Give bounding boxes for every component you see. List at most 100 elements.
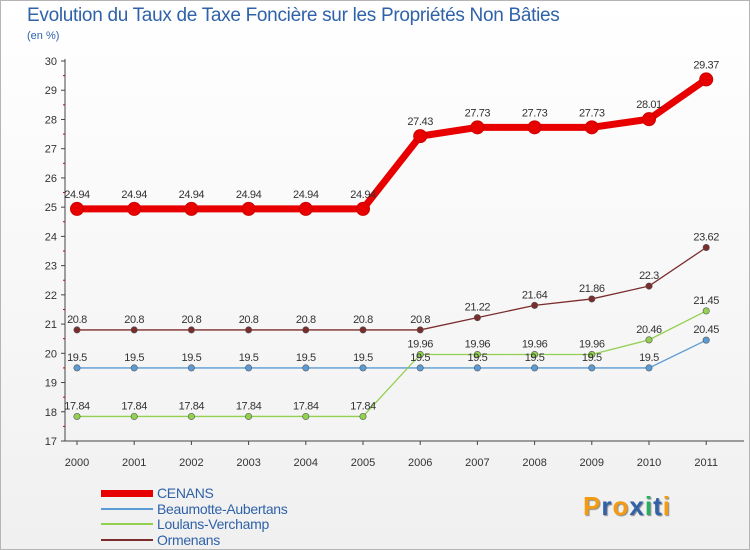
data-label: 29.37	[693, 59, 719, 71]
series-line	[77, 310, 707, 418]
x-tick-label: 2008	[522, 457, 546, 469]
data-label: 20.8	[181, 314, 201, 326]
data-label: 27.73	[465, 107, 491, 119]
data-label: 24.94	[64, 189, 90, 201]
data-label: 24.94	[350, 189, 376, 201]
data-point	[531, 350, 539, 358]
legend-item: Beaumotte-Aubertans	[101, 501, 288, 517]
legend-item: CENANS	[101, 485, 214, 501]
logo-letter: r	[601, 491, 613, 521]
y-tick-label: 23	[45, 261, 57, 273]
data-label: 20.8	[296, 314, 316, 326]
data-label: 20.45	[693, 324, 719, 336]
x-tick-label: 2007	[465, 457, 489, 469]
data-label: 27.73	[579, 107, 605, 119]
proxiti-logo: Proxiti	[583, 491, 671, 522]
logo-letter: i	[662, 491, 671, 521]
series-cenans	[70, 72, 714, 216]
data-label: 19.5	[525, 352, 545, 364]
data-label: 19.5	[467, 352, 487, 364]
x-tick-label: 2002	[179, 457, 203, 469]
y-tick-label: 24	[45, 231, 57, 243]
data-point	[302, 326, 310, 334]
data-point	[130, 412, 138, 420]
logo-letter: t	[653, 491, 663, 521]
data-point	[702, 307, 710, 315]
data-label: 27.43	[407, 116, 433, 128]
legend-item: Ormenans	[101, 532, 220, 548]
legend-swatch	[101, 507, 153, 510]
data-label: 24.94	[121, 189, 147, 201]
logo-letter: o	[612, 491, 630, 521]
data-point	[70, 201, 84, 216]
data-label: 19.96	[407, 338, 433, 350]
data-point	[527, 120, 542, 135]
data-point	[187, 364, 195, 372]
data-label: 21.86	[579, 283, 605, 295]
data-point	[588, 350, 596, 358]
legend-label: Beaumotte-Aubertans	[157, 500, 288, 517]
x-tick-label: 2004	[294, 457, 318, 469]
data-point	[473, 314, 481, 322]
data-point	[531, 301, 539, 309]
data-point	[359, 326, 367, 334]
series-line	[77, 339, 707, 369]
data-point	[187, 412, 195, 420]
data-point	[473, 350, 481, 358]
x-tick-label: 2001	[122, 457, 146, 469]
x-tick-label: 2010	[637, 457, 661, 469]
data-point	[584, 120, 599, 135]
y-tick-label: 17	[45, 436, 57, 448]
data-point	[245, 412, 253, 420]
data-point	[699, 72, 714, 87]
y-tick-label: 30	[45, 56, 57, 68]
data-point	[359, 412, 367, 420]
x-tick-label: 2006	[408, 457, 432, 469]
data-point	[241, 201, 256, 216]
data-point	[702, 336, 710, 344]
data-label: 19.5	[239, 352, 259, 364]
data-point	[531, 364, 539, 372]
data-label: 24.94	[293, 189, 319, 201]
data-point	[130, 326, 138, 334]
data-label: 19.5	[639, 352, 659, 364]
data-point	[702, 243, 710, 251]
y-tick-label: 22	[45, 290, 57, 302]
x-tick-label: 2005	[351, 457, 375, 469]
y-tick-label: 19	[45, 378, 57, 390]
data-label: 17.84	[236, 400, 262, 412]
y-tick-label: 29	[45, 85, 57, 97]
legend-swatch	[101, 538, 153, 541]
chart-title: Evolution du Taux de Taxe Foncière sur l…	[27, 5, 560, 26]
logo-letter: P	[583, 491, 602, 521]
data-point	[473, 364, 481, 372]
data-label: 21.45	[693, 295, 719, 307]
data-label: 20.8	[67, 314, 87, 326]
data-label: 21.22	[465, 302, 491, 314]
data-label: 20.8	[353, 314, 373, 326]
data-point	[245, 326, 253, 334]
data-point	[470, 120, 485, 135]
x-tick-label: 2003	[236, 457, 260, 469]
data-point	[302, 364, 310, 372]
data-label: 24.94	[179, 189, 205, 201]
x-tick-label: 2011	[694, 457, 718, 469]
data-label: 20.8	[410, 314, 430, 326]
data-label: 19.96	[579, 338, 605, 350]
data-point	[645, 364, 653, 372]
data-label: 19.96	[522, 338, 548, 350]
legend-swatch	[101, 489, 153, 497]
data-point	[356, 201, 370, 216]
data-label: 17.84	[121, 400, 147, 412]
data-point	[73, 364, 81, 372]
data-point	[298, 201, 313, 216]
data-label: 19.5	[410, 352, 430, 364]
data-point	[645, 336, 653, 344]
data-point	[645, 282, 653, 290]
data-point	[642, 112, 656, 127]
data-point	[302, 412, 310, 420]
y-tick-label: 18	[45, 407, 57, 419]
data-label: 19.5	[582, 352, 602, 364]
